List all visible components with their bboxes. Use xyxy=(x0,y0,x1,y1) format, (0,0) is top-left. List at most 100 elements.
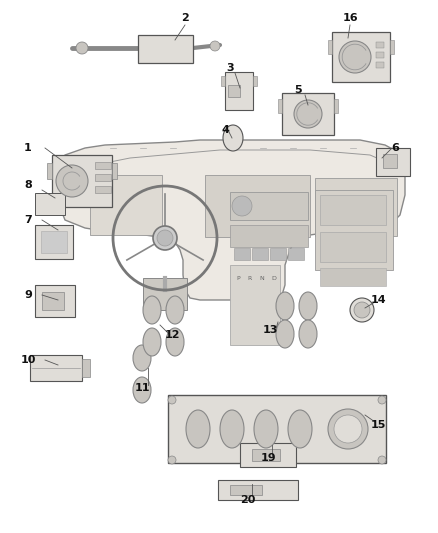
Ellipse shape xyxy=(166,328,184,356)
Ellipse shape xyxy=(223,125,243,151)
Text: 12: 12 xyxy=(164,330,180,340)
Text: 13: 13 xyxy=(262,325,278,335)
Circle shape xyxy=(168,396,176,404)
Bar xyxy=(41,231,67,253)
Bar xyxy=(225,72,253,110)
Bar xyxy=(315,178,397,236)
Bar xyxy=(205,175,310,237)
Circle shape xyxy=(76,42,88,54)
Text: 8: 8 xyxy=(24,180,32,190)
Bar xyxy=(328,40,332,54)
Text: 15: 15 xyxy=(370,420,386,430)
Circle shape xyxy=(334,415,362,443)
Circle shape xyxy=(378,396,386,404)
Bar xyxy=(90,175,162,235)
Bar xyxy=(320,268,386,286)
Circle shape xyxy=(153,226,177,250)
Ellipse shape xyxy=(133,377,151,403)
Circle shape xyxy=(354,302,370,318)
Text: 9: 9 xyxy=(24,290,32,300)
Bar xyxy=(218,480,298,500)
Circle shape xyxy=(350,298,374,322)
Text: 2: 2 xyxy=(181,13,189,23)
Bar xyxy=(221,76,225,86)
Text: 16: 16 xyxy=(342,13,358,23)
Bar xyxy=(282,93,334,135)
Bar xyxy=(270,248,286,260)
Text: 11: 11 xyxy=(134,383,150,393)
Ellipse shape xyxy=(276,292,294,320)
Circle shape xyxy=(232,196,252,216)
Bar xyxy=(30,355,82,381)
Bar xyxy=(42,292,64,310)
Bar xyxy=(230,485,262,495)
Bar xyxy=(82,359,90,377)
Bar xyxy=(95,174,111,181)
Bar xyxy=(252,248,268,260)
Ellipse shape xyxy=(288,410,312,448)
Bar xyxy=(230,192,308,220)
Text: 14: 14 xyxy=(370,295,386,305)
Circle shape xyxy=(210,41,220,51)
Circle shape xyxy=(157,230,173,246)
Ellipse shape xyxy=(133,345,151,371)
Text: R: R xyxy=(248,276,252,281)
Ellipse shape xyxy=(299,292,317,320)
Bar xyxy=(230,225,308,247)
Bar xyxy=(240,443,296,467)
Bar xyxy=(376,42,384,48)
Bar xyxy=(383,154,397,168)
Bar xyxy=(288,248,304,260)
Bar xyxy=(252,449,280,461)
Bar xyxy=(332,32,390,82)
Bar xyxy=(390,40,394,54)
Ellipse shape xyxy=(186,410,210,448)
Text: 4: 4 xyxy=(221,125,229,135)
Bar xyxy=(315,190,393,270)
Text: 20: 20 xyxy=(240,495,256,505)
Bar xyxy=(112,163,117,179)
Text: D: D xyxy=(272,276,276,281)
Text: 5: 5 xyxy=(294,85,302,95)
Text: 10: 10 xyxy=(20,355,35,365)
Bar xyxy=(35,285,75,317)
Bar xyxy=(35,193,65,215)
Ellipse shape xyxy=(143,328,161,356)
Circle shape xyxy=(378,456,386,464)
Ellipse shape xyxy=(143,296,161,324)
Circle shape xyxy=(339,41,371,73)
Bar xyxy=(47,163,52,179)
Bar xyxy=(376,52,384,58)
Text: 7: 7 xyxy=(24,215,32,225)
Bar xyxy=(95,186,111,193)
Ellipse shape xyxy=(220,410,244,448)
Ellipse shape xyxy=(254,410,278,448)
Text: P: P xyxy=(236,276,240,281)
Ellipse shape xyxy=(166,296,184,324)
Circle shape xyxy=(294,100,322,128)
Circle shape xyxy=(168,456,176,464)
Bar xyxy=(143,278,187,310)
Bar xyxy=(320,232,386,262)
Bar xyxy=(320,195,386,225)
Bar xyxy=(334,99,338,113)
Polygon shape xyxy=(55,140,405,300)
Bar xyxy=(52,155,112,207)
Bar xyxy=(228,85,240,97)
Bar xyxy=(35,225,73,259)
Text: N: N xyxy=(260,276,265,281)
Bar xyxy=(230,265,280,345)
Bar xyxy=(168,395,386,463)
Text: 3: 3 xyxy=(226,63,234,73)
Text: 19: 19 xyxy=(260,453,276,463)
Circle shape xyxy=(328,409,368,449)
Bar xyxy=(278,99,282,113)
Text: 6: 6 xyxy=(391,143,399,153)
Text: 1: 1 xyxy=(24,143,32,153)
Bar xyxy=(376,62,384,68)
Bar xyxy=(95,162,111,169)
Bar xyxy=(253,76,257,86)
Ellipse shape xyxy=(276,320,294,348)
Circle shape xyxy=(56,165,88,197)
Bar xyxy=(138,35,193,63)
